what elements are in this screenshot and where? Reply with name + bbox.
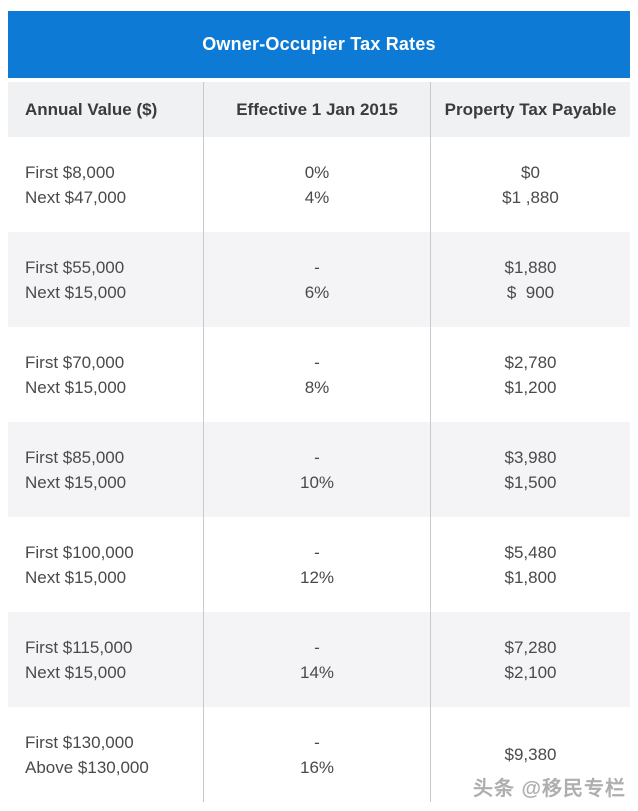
annual-value-line-2: Above $130,000 [25, 757, 149, 777]
tax-payable-line-2: $1,800 [504, 567, 557, 587]
annual-value-line-1: First $130,000 [25, 732, 134, 752]
tax-payable-cell: $9,380 [430, 707, 630, 802]
table-title: Owner-Occupier Tax Rates [202, 34, 436, 54]
annual-value-cell: First $130,000 Above $130,000 [8, 707, 203, 802]
annual-value-line-2: Next $15,000 [25, 662, 127, 682]
table-row: First $70,000 Next $15,000 - 8% $2,780 $… [8, 327, 630, 422]
tax-payable-line-1: $7,280 [504, 637, 557, 657]
table-title-banner: Owner-Occupier Tax Rates [8, 11, 630, 78]
tax-rate-line-2: 14% [299, 662, 335, 682]
tax-payable-line-2: $2,100 [504, 662, 557, 682]
annual-value-cell: First $55,000 Next $15,000 [8, 232, 203, 327]
annual-value-line-2: Next $15,000 [25, 377, 127, 397]
tax-payable-line-2: $ 900 [506, 282, 555, 302]
annual-value-line-2: Next $47,000 [25, 187, 127, 207]
tax-payable-line-1: $9,380 [504, 745, 557, 764]
tax-payable-cell: $3,980 $1,500 [430, 422, 630, 517]
annual-value-line-1: First $100,000 [25, 542, 134, 562]
column-header-effective-date: Effective 1 Jan 2015 [203, 82, 430, 137]
tax-rate-line-1: - [314, 257, 320, 277]
tax-rate-line-1: - [314, 447, 320, 467]
tax-payable-line-1: $5,480 [504, 542, 557, 562]
table-row: First $115,000 Next $15,000 - 14% $7,280… [8, 612, 630, 707]
tax-payable-line-1: $2,780 [504, 352, 557, 372]
table-row: First $85,000 Next $15,000 - 10% $3,980 … [8, 422, 630, 517]
tax-rate-line-1: - [314, 542, 320, 562]
tax-payable-line-1: $0 [521, 162, 540, 182]
tax-payable-line-2: $1,200 [504, 377, 557, 397]
tax-payable-cell: $7,280 $2,100 [430, 612, 630, 707]
tax-rate-line-2: 4% [304, 187, 330, 207]
column-header-tax-payable: Property Tax Payable [430, 82, 630, 137]
tax-rate-line-1: - [314, 732, 320, 752]
table-row: First $8,000 Next $47,000 0% 4% $0 $1 ,8… [8, 137, 630, 232]
tax-payable-cell: $0 $1 ,880 [430, 137, 630, 232]
table-header-row: Annual Value ($) Effective 1 Jan 2015 Pr… [8, 82, 630, 137]
tax-rate-line-2: 8% [304, 377, 330, 397]
tax-rate-cell: - 16% [203, 707, 430, 802]
annual-value-line-2: Next $15,000 [25, 282, 127, 302]
tax-rate-line-2: 10% [299, 472, 335, 492]
tax-rate-line-2: 16% [299, 757, 335, 777]
tax-payable-line-1: $3,980 [504, 447, 557, 467]
annual-value-line-2: Next $15,000 [25, 567, 127, 587]
annual-value-cell: First $8,000 Next $47,000 [8, 137, 203, 232]
annual-value-line-1: First $115,000 [25, 637, 133, 657]
annual-value-line-2: Next $15,000 [25, 472, 127, 492]
tax-rate-cell: - 12% [203, 517, 430, 612]
annual-value-cell: First $100,000 Next $15,000 [8, 517, 203, 612]
tax-rate-cell: - 8% [203, 327, 430, 422]
tax-rate-cell: - 10% [203, 422, 430, 517]
tax-payable-line-2: $1 ,880 [502, 187, 559, 207]
annual-value-line-1: First $55,000 [25, 257, 125, 277]
tax-rate-line-1: 0% [304, 162, 330, 182]
tax-rates-table: Annual Value ($) Effective 1 Jan 2015 Pr… [8, 82, 630, 802]
tax-payable-line-2: $1,500 [504, 472, 557, 492]
tax-rate-cell: 0% 4% [203, 137, 430, 232]
tax-rate-line-1: - [314, 352, 320, 372]
table-row: First $100,000 Next $15,000 - 12% $5,480… [8, 517, 630, 612]
watermark: 头条 @移民专栏 [472, 778, 626, 800]
annual-value-cell: First $85,000 Next $15,000 [8, 422, 203, 517]
tax-payable-line-1: $1,880 [504, 257, 557, 277]
column-header-annual-value: Annual Value ($) [25, 100, 158, 119]
table-row: First $130,000 Above $130,000 - 16% $9,3… [8, 707, 630, 802]
tax-rate-line-2: 6% [304, 282, 330, 302]
tax-rate-line-2: 12% [299, 567, 335, 587]
tax-payable-cell: $1,880 $ 900 [430, 232, 630, 327]
annual-value-cell: First $70,000 Next $15,000 [8, 327, 203, 422]
annual-value-line-1: First $85,000 [25, 447, 125, 467]
tax-rate-cell: - 14% [203, 612, 430, 707]
annual-value-cell: First $115,000 Next $15,000 [8, 612, 203, 707]
table-row: First $55,000 Next $15,000 - 6% $1,880 $… [8, 232, 630, 327]
tax-rate-cell: - 6% [203, 232, 430, 327]
annual-value-line-1: First $8,000 [25, 162, 115, 182]
tax-rate-line-1: - [314, 637, 320, 657]
annual-value-line-1: First $70,000 [25, 352, 125, 372]
tax-payable-cell: $5,480 $1,800 [430, 517, 630, 612]
tax-payable-cell: $2,780 $1,200 [430, 327, 630, 422]
